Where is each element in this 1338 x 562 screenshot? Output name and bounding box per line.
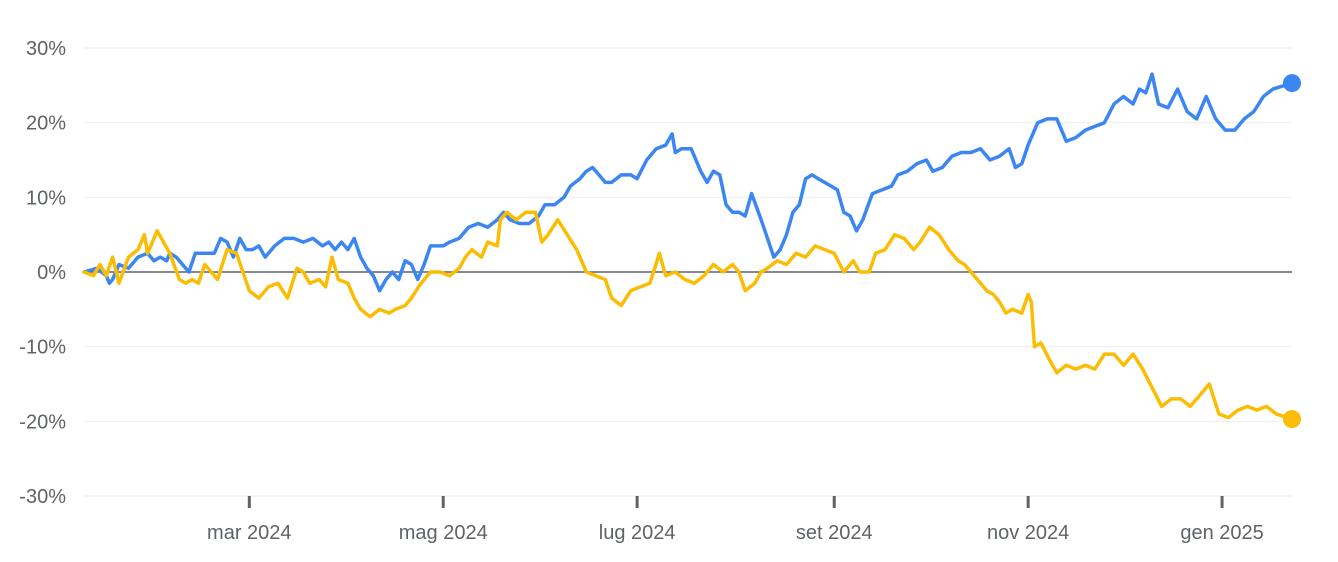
series-end-point-1[interactable] — [1283, 74, 1301, 93]
y-tick-label: -10% — [19, 337, 66, 359]
x-tick-label: nov 2024 — [987, 522, 1069, 544]
series-end-point-2[interactable] — [1283, 410, 1301, 429]
y-tick-label: -20% — [19, 411, 66, 433]
y-tick-label: 10% — [26, 187, 66, 209]
series-line-1 — [82, 72, 1294, 293]
y-tick-label: -30% — [19, 486, 66, 508]
y-tick-label: 0% — [37, 262, 66, 284]
series-lines — [82, 72, 1294, 421]
x-tick-label: set 2024 — [796, 522, 873, 544]
y-axis-labels: 30% 20% 10% 0% -10% -20% -30% — [19, 38, 66, 508]
y-tick-label: 20% — [26, 113, 66, 135]
series-line-2 — [82, 210, 1294, 421]
x-axis-labels: mar 2024 mag 2024 lug 2024 set 2024 nov 2024… — [207, 496, 1264, 544]
end-markers — [1283, 74, 1301, 429]
x-tick-label: gen 2025 — [1180, 522, 1263, 544]
y-tick-label: 30% — [26, 38, 66, 60]
grid-lines — [84, 47, 1292, 497]
x-tick-label: mag 2024 — [399, 522, 488, 544]
x-tick-label: mar 2024 — [207, 522, 292, 544]
x-tick-label: lug 2024 — [599, 522, 676, 544]
